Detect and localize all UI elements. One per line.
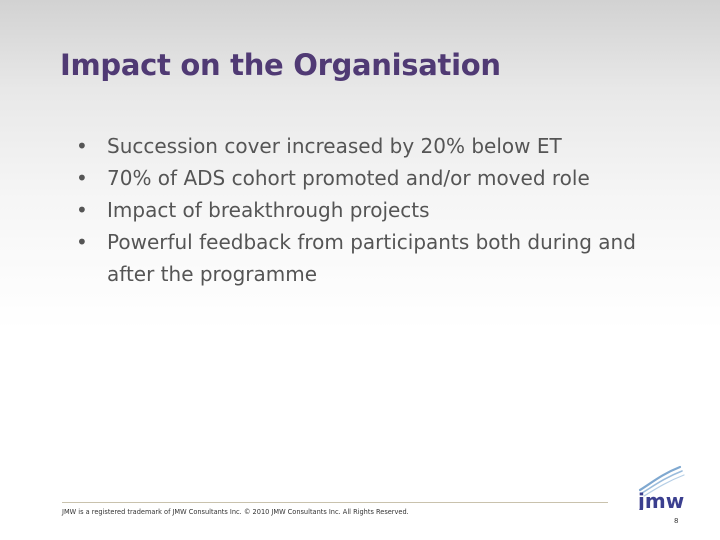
bullet-glyph: • [76, 166, 88, 190]
footer-divider [62, 502, 608, 503]
bullet-item: • Impact of breakthrough projects [76, 194, 676, 226]
logo-swoosh [643, 474, 685, 497]
slide-title: Impact on the Organisation [60, 48, 501, 82]
bullet-item: • Powerful feedback from participants bo… [76, 226, 676, 290]
logo-swoosh [638, 465, 682, 492]
footer-copyright: JMW is a registered trademark of JMW Con… [62, 508, 409, 516]
bullet-glyph: • [76, 134, 88, 158]
bullet-list: • Succession cover increased by 20% belo… [76, 130, 676, 290]
jmw-logo-icon: jmw [637, 465, 685, 510]
bullet-text: Powerful feedback from participants both… [107, 230, 636, 286]
bullet-item: • Succession cover increased by 20% belo… [76, 130, 676, 162]
logo-swoosh [641, 470, 683, 494]
bullet-glyph: • [76, 230, 88, 254]
logo-wordmark: jmw [637, 489, 684, 510]
bullet-text: Impact of breakthrough projects [107, 198, 430, 222]
bullet-text: Succession cover increased by 20% below … [107, 134, 562, 158]
bullet-glyph: • [76, 198, 88, 222]
page-number: 8 [674, 517, 679, 525]
bullet-text: 70% of ADS cohort promoted and/or moved … [107, 166, 590, 190]
bullet-item: • 70% of ADS cohort promoted and/or move… [76, 162, 676, 194]
